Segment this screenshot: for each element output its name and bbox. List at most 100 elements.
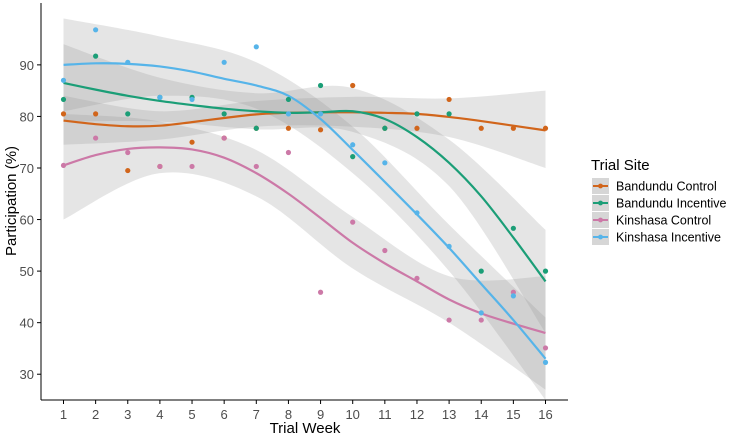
point-bandundu-incentive-week-8	[285, 96, 292, 103]
band-bandundu-incentive	[63, 44, 546, 333]
point-kinshasa-incentive-week-4	[157, 94, 163, 100]
point-kinshasa-control-week-10	[350, 219, 356, 225]
point-kinshasa-incentive-week-8	[285, 111, 292, 117]
point-kinshasa-control-week-7	[253, 163, 259, 170]
point-kinshasa-incentive-week-9	[317, 111, 324, 117]
point-kinshasa-control-week-14	[478, 317, 484, 323]
point-kinshasa-control-week-12	[414, 275, 420, 281]
band-kinshasa-control	[63, 113, 546, 390]
point-bandundu-control-week-13	[446, 96, 452, 103]
point-kinshasa-incentive-week-3	[125, 59, 131, 65]
legend-key-point	[598, 234, 603, 240]
y-axis-label: Participation (%)	[3, 146, 20, 256]
x-tick-label: 9	[317, 407, 324, 422]
trend-bandundu-incentive	[63, 81, 547, 283]
legend-label-kinshasa-incentive: Kinshasa Incentive	[616, 231, 721, 245]
x-tick-label: 4	[156, 407, 163, 422]
point-bandundu-control-week-5	[189, 139, 195, 145]
x-tick-label: 15	[506, 407, 520, 422]
point-kinshasa-incentive-week-14	[478, 310, 484, 316]
legend-key-point	[598, 217, 603, 223]
legend-title: Trial Site	[591, 157, 650, 174]
point-kinshasa-control-week-2	[93, 135, 99, 141]
x-tick-label: 16	[538, 407, 552, 422]
point-bandundu-incentive-week-6	[221, 111, 227, 117]
y-tick-label: 70	[20, 161, 34, 176]
point-kinshasa-control-week-8	[285, 149, 292, 156]
point-kinshasa-control-week-3	[125, 149, 131, 156]
point-bandundu-incentive-week-7	[253, 125, 259, 131]
point-bandundu-control-week-3	[125, 167, 131, 174]
data-points	[60, 27, 549, 365]
y-tick-label: 50	[20, 264, 34, 279]
point-kinshasa-incentive-week-7	[253, 44, 259, 50]
y-tick-label: 40	[20, 316, 34, 331]
point-bandundu-control-week-10	[350, 82, 356, 89]
point-bandundu-control-week-15	[510, 125, 516, 131]
point-bandundu-control-week-9	[317, 127, 324, 133]
x-tick-label: 2	[92, 407, 99, 422]
legend-key-point	[598, 200, 603, 206]
point-bandundu-control-week-1	[60, 111, 67, 117]
point-kinshasa-control-week-16	[542, 345, 549, 351]
point-kinshasa-incentive-week-5	[189, 96, 195, 103]
point-kinshasa-incentive-week-6	[221, 59, 227, 65]
y-axis-ticks: 30 40 50 60 70 80 90	[20, 58, 41, 382]
x-tick-label: 3	[124, 407, 131, 422]
point-kinshasa-control-week-6	[221, 135, 227, 141]
x-tick-label: 6	[221, 407, 228, 422]
x-axis-ticks: 1 2 3 4 5 6 7 8 9 10 11 12 13 14 15 16	[60, 400, 553, 422]
point-bandundu-control-week-2	[93, 111, 99, 117]
point-kinshasa-incentive-week-13	[446, 243, 452, 249]
legend-label-bandundu-control: Bandundu Control	[616, 180, 717, 194]
x-tick-label: 10	[345, 407, 359, 422]
point-kinshasa-control-week-5	[189, 163, 195, 170]
trend-kinshasa-control	[63, 146, 546, 335]
point-kinshasa-control-week-4	[157, 163, 163, 170]
legend-key-point	[598, 183, 603, 189]
point-bandundu-control-week-8	[285, 125, 292, 131]
point-kinshasa-incentive-week-11	[382, 160, 388, 166]
x-tick-label: 11	[378, 407, 392, 422]
trend-kinshasa-incentive	[63, 62, 547, 360]
point-kinshasa-control-week-11	[382, 247, 388, 254]
band-bandundu-control	[63, 90, 546, 168]
x-tick-label: 13	[442, 407, 456, 422]
point-bandundu-incentive-week-1	[60, 96, 67, 103]
x-tick-label: 14	[474, 407, 488, 422]
point-bandundu-incentive-week-12	[414, 111, 420, 117]
point-bandundu-control-week-12	[414, 125, 420, 131]
point-bandundu-control-week-14	[478, 125, 484, 131]
y-tick-label: 90	[20, 58, 34, 73]
point-bandundu-incentive-week-3	[125, 111, 131, 117]
point-kinshasa-control-week-15	[510, 289, 516, 295]
point-bandundu-incentive-week-13	[446, 111, 452, 117]
point-bandundu-incentive-week-15	[510, 225, 516, 231]
band-kinshasa-incentive	[63, 18, 546, 400]
legend-label-kinshasa-control: Kinshasa Control	[616, 214, 711, 228]
trend-lines	[63, 62, 547, 360]
point-bandundu-incentive-week-16	[542, 268, 549, 274]
point-kinshasa-incentive-week-2	[93, 27, 99, 33]
x-tick-label: 8	[285, 407, 292, 422]
legend: Trial Site Bandundu Control Bandundu Ince…	[591, 157, 727, 245]
x-tick-label: 12	[410, 407, 424, 422]
point-kinshasa-incentive-week-12	[414, 210, 420, 216]
point-bandundu-incentive-week-10	[350, 154, 356, 160]
point-bandundu-incentive-week-14	[478, 268, 484, 274]
point-bandundu-incentive-week-11	[382, 125, 388, 131]
point-kinshasa-control-week-9	[317, 289, 324, 295]
point-kinshasa-incentive-week-16	[542, 359, 549, 365]
point-bandundu-incentive-week-9	[317, 82, 324, 89]
confidence-bands	[63, 18, 546, 400]
point-kinshasa-control-week-1	[60, 162, 67, 169]
x-axis-label: Trial Week	[270, 420, 341, 437]
x-tick-label: 1	[60, 407, 67, 422]
y-tick-label: 80	[20, 109, 34, 124]
x-tick-label: 7	[253, 407, 260, 422]
point-bandundu-incentive-week-2	[93, 53, 99, 59]
y-tick-label: 30	[20, 367, 34, 382]
x-tick-label: 5	[188, 407, 195, 422]
point-kinshasa-incentive-week-10	[350, 142, 356, 148]
